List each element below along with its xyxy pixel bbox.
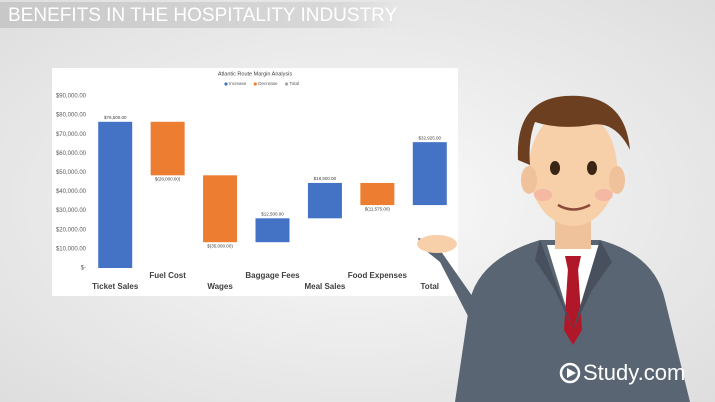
y-tick-label: $- xyxy=(81,266,86,272)
header-band xyxy=(0,2,400,28)
value-label: $18,500.00 xyxy=(314,176,337,181)
legend-label: Decrease xyxy=(258,81,278,86)
x-tick-label: Total xyxy=(421,282,440,291)
legend-label: Total xyxy=(290,81,300,86)
value-label: $(28,000.00) xyxy=(155,176,181,181)
value-label: $76,500.00 xyxy=(104,115,127,120)
bar xyxy=(255,218,290,243)
legend-marker xyxy=(284,82,289,86)
value-label: $(35,000.00) xyxy=(207,243,233,248)
y-tick-label: $90,000.00 xyxy=(56,94,87,100)
y-tick-label: $20,000.00 xyxy=(56,227,87,233)
plot: $- $10,000.00 $20,000.00 $30,000.00 $40,000.… xyxy=(56,81,447,291)
x-tick-label: Food Expenses xyxy=(348,271,408,280)
y-tick-label: $40,000.00 xyxy=(56,189,87,195)
y-tick-label: $30,000.00 xyxy=(56,208,87,214)
watermark: Study.com xyxy=(583,360,685,385)
chart-title: Atlantic Route Margin Analysis xyxy=(218,71,293,77)
header-title: BENEFITS IN THE HOSPITALITY INDUSTRY xyxy=(8,5,398,26)
legend-label: Increase xyxy=(229,81,247,86)
x-tick-label: Wages xyxy=(207,282,233,291)
y-tick-label: $60,000.00 xyxy=(56,151,87,157)
value-label: $(11,575.00) xyxy=(365,206,391,211)
value-label: $12,500.00 xyxy=(261,211,284,216)
y-tick-label: $10,000.00 xyxy=(56,246,87,252)
y-tick-label: $80,000.00 xyxy=(56,113,87,119)
x-tick-label: Baggage Fees xyxy=(245,271,300,280)
legend-marker xyxy=(224,82,228,86)
x-tick-label: Meal Sales xyxy=(304,282,345,291)
logo-icon xyxy=(567,368,576,378)
bar xyxy=(307,182,342,219)
bar xyxy=(98,121,133,268)
value-label: $32,925.00 xyxy=(419,135,442,140)
bar xyxy=(150,121,185,176)
bar xyxy=(203,175,238,243)
presenter xyxy=(417,95,690,402)
y-tick-label: $50,000.00 xyxy=(56,170,87,176)
y-tick-label: $70,000.00 xyxy=(56,132,87,138)
x-tick-label: Fuel Cost xyxy=(149,271,186,280)
bar xyxy=(360,182,395,206)
logo-icon xyxy=(559,362,581,384)
bar xyxy=(412,142,447,206)
x-tick-label: Ticket Sales xyxy=(92,282,139,291)
legend-marker xyxy=(253,82,257,86)
